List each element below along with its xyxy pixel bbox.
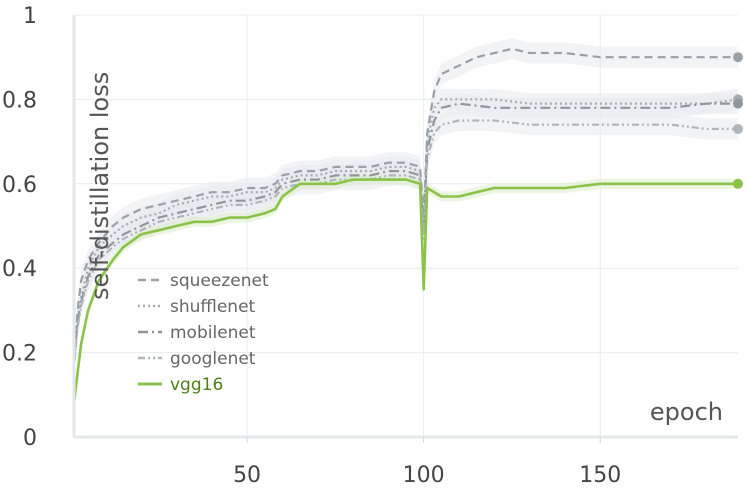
legend-label-shufflenet: shufflenet [170, 297, 256, 317]
y-tick-label: 1 [23, 4, 37, 29]
legend-label-googlenet: googlenet [170, 349, 256, 369]
series-line-mobilenet [72, 102, 738, 362]
endpoint-vgg16 [733, 178, 743, 189]
series-line-squeezenet [72, 47, 738, 374]
legend-label-squeezenet: squeezenet [170, 271, 269, 291]
series-line-vgg16 [72, 178, 738, 404]
x-tick-label: 150 [579, 463, 621, 488]
grid [74, 14, 738, 438]
endpoint-squeezenet [733, 52, 743, 63]
y-tick-label: 0.4 [2, 257, 37, 282]
y-tick-label: 0.8 [2, 88, 37, 113]
series-line-googlenet [72, 119, 738, 366]
y-axis-title: self-distillation loss [86, 72, 114, 300]
x-tick-label: 50 [233, 463, 261, 488]
series-lines [72, 47, 739, 404]
endpoint-googlenet [733, 123, 743, 134]
legend: squeezenet shufflenet mobilenet googlenet vg… [138, 271, 269, 395]
series-line-shufflenet [72, 98, 739, 353]
legend-label-vgg16: vgg16 [170, 375, 223, 395]
y-tick-label: 0 [23, 426, 37, 451]
legend-label-mobilenet: mobilenet [170, 323, 256, 343]
series-endpoints [733, 52, 743, 189]
y-tick-label: 0.2 [2, 342, 37, 367]
x-axis-title: epoch [650, 398, 723, 426]
y-tick-label: 0.6 [2, 173, 37, 198]
endpoint-mobilenet [733, 98, 743, 109]
x-tick-label: 100 [403, 463, 445, 488]
